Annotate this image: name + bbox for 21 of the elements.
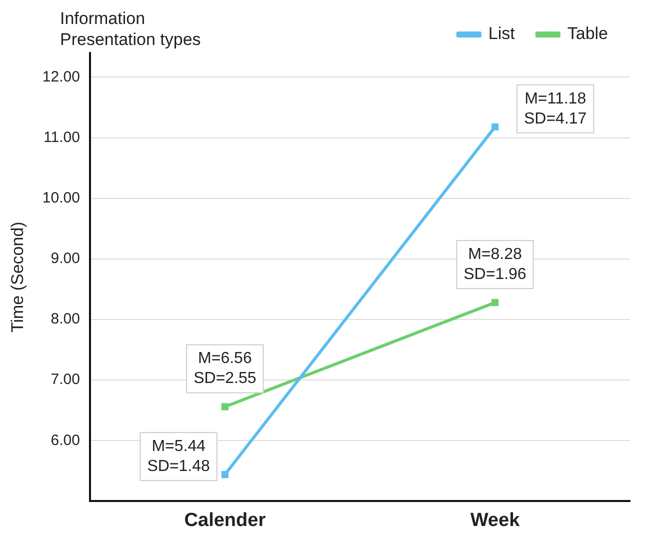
legend-label: Table [567, 24, 608, 44]
y-tick-label: 8.00 [50, 310, 80, 328]
y-tick-label: 6.00 [50, 432, 80, 449]
y-tick-label: 10.00 [42, 190, 80, 207]
x-tick-label: Calender [184, 510, 266, 531]
legend-title: Information Presentation types [60, 8, 202, 50]
annotation: M=6.56 SD=2.55 [194, 350, 256, 388]
annotation: M=5.44 SD=1.48 [147, 438, 210, 475]
point [221, 471, 228, 478]
y-tick-label: 12.00 [42, 68, 80, 86]
point [221, 403, 228, 410]
annotation: M=11.18 SD=4.17 [524, 90, 587, 128]
point [491, 123, 499, 130]
y-tick-label: 9.00 [50, 250, 80, 268]
legend-label: List [488, 24, 516, 44]
y-tick-label: 7.00 [50, 371, 80, 388]
annotation: M=8.28 SD=1.96 [464, 246, 526, 283]
y-axis-title: Time (Second) [8, 222, 27, 333]
point [491, 299, 499, 306]
y-tick-label: 11.00 [44, 128, 80, 146]
x-tick-label: Week [470, 510, 520, 531]
